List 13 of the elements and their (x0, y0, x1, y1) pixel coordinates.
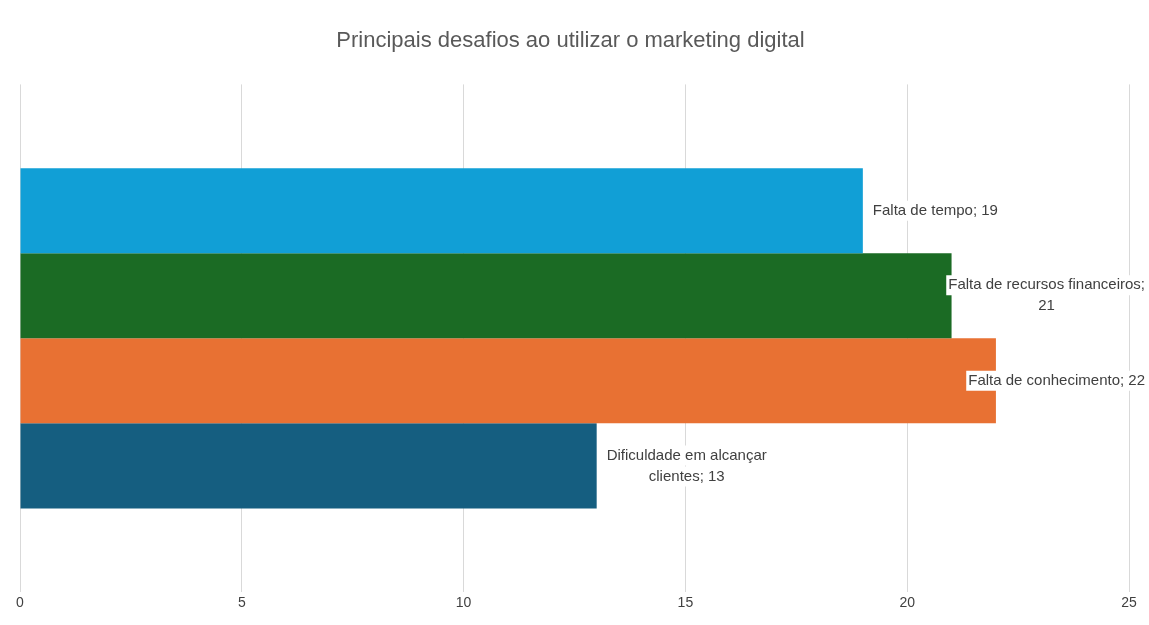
x-tick-label: 0 (16, 594, 25, 611)
x-tick-label: 10 (455, 594, 472, 611)
bar (20, 423, 597, 509)
x-tick-label: 15 (677, 594, 694, 611)
x-tick-label: 20 (899, 594, 916, 611)
data-label: Falta de tempo; 19 (872, 200, 998, 218)
chart-title: Principais desafios ao utilizar o marketing digital (336, 27, 805, 53)
data-label: Falta de recursos financeiros; 21 (948, 275, 1145, 314)
data-label: Dificuldade em alcançar clientes; 13 (606, 445, 767, 484)
bar (20, 168, 863, 254)
x-tick-label: 5 (237, 594, 246, 611)
x-tick-label: 25 (1121, 594, 1137, 611)
data-label: Falta de conhecimento; 22 (968, 370, 1145, 388)
